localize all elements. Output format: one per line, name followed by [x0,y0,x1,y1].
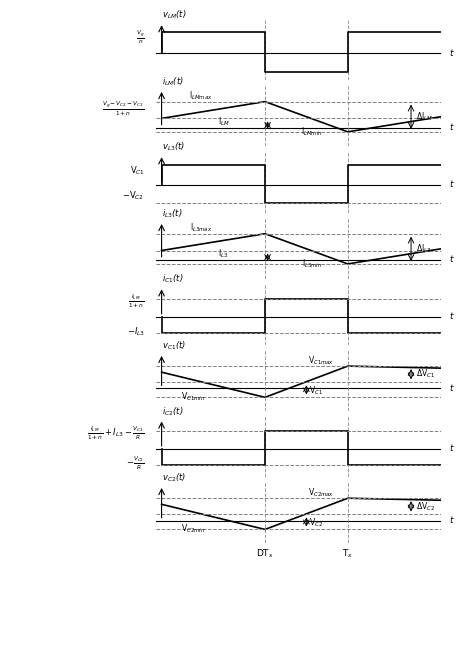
Text: T$_s$: T$_s$ [342,415,353,428]
Text: V$_{C1}$: V$_{C1}$ [309,385,323,397]
Text: DT$_s$: DT$_s$ [256,217,274,230]
Text: i$_{C1}$(t): i$_{C1}$(t) [162,273,183,286]
Text: I$_{LMmin}$: I$_{LMmin}$ [301,126,323,138]
Text: V$_{C1min}$: V$_{C1min}$ [181,390,205,403]
Text: t: t [449,444,453,453]
Text: DT$_s$: DT$_s$ [256,547,274,560]
Text: V$_{C2}$: V$_{C2}$ [309,517,323,529]
Text: T$_s$: T$_s$ [342,481,353,494]
Text: T$_s$: T$_s$ [342,547,353,560]
Text: $-I_{L3}$: $-I_{L3}$ [127,325,145,337]
Text: t: t [449,384,453,393]
Text: DT$_s$: DT$_s$ [256,481,274,494]
Text: T$_s$: T$_s$ [342,283,353,296]
Text: DT$_s$: DT$_s$ [256,283,274,296]
Text: v$_{LM}$(t): v$_{LM}$(t) [162,9,186,22]
Text: t: t [449,516,453,525]
Text: V$_{C2min}$: V$_{C2min}$ [181,523,205,535]
Text: DT$_s$: DT$_s$ [256,151,274,164]
Text: T$_s$: T$_s$ [342,85,353,98]
Text: i$_{C2}$(t): i$_{C2}$(t) [162,405,183,418]
Text: I$_{L3}$: I$_{L3}$ [219,247,229,260]
Text: v$_{C1}$(t): v$_{C1}$(t) [162,339,186,352]
Text: t: t [449,123,453,132]
Text: V$_{C2max}$: V$_{C2max}$ [308,487,334,499]
Text: $\Delta$V$_{C1}$: $\Delta$V$_{C1}$ [416,368,435,381]
Text: DT$_s$: DT$_s$ [256,85,274,98]
Text: v$_{L3}$(t): v$_{L3}$(t) [162,141,185,154]
Text: $-\frac{V_{C2}}{R}$: $-\frac{V_{C2}}{R}$ [126,455,145,472]
Text: $\Delta$I$_{L3}$: $\Delta$I$_{L3}$ [416,243,432,255]
Text: V$_{C1max}$: V$_{C1max}$ [308,354,334,367]
Text: T$_s$: T$_s$ [342,349,353,362]
Text: t: t [449,49,453,58]
Text: v$_{C2}$(t): v$_{C2}$(t) [162,472,186,484]
Text: $\frac{V_g - V_{C2} - V_{C1}}{1+n}$: $\frac{V_g - V_{C2} - V_{C1}}{1+n}$ [102,99,145,118]
Text: $-$V$_{C2}$: $-$V$_{C2}$ [122,189,145,202]
Text: t: t [449,255,453,264]
Text: I$_{L3max}$: I$_{L3max}$ [190,222,212,234]
Text: DT$_s$: DT$_s$ [256,349,274,362]
Text: t: t [449,312,453,321]
Text: $\Delta$V$_{C2}$: $\Delta$V$_{C2}$ [416,500,435,513]
Text: T$_s$: T$_s$ [342,151,353,164]
Text: V$_{C1}$: V$_{C1}$ [129,165,145,177]
Text: T$_s$: T$_s$ [342,217,353,230]
Text: $\frac{I_{LM}}{1+n} + I_{L3} - \frac{V_{C2}}{R}$: $\frac{I_{LM}}{1+n} + I_{L3} - \frac{V_{… [87,424,145,441]
Text: i$_{L3}$(t): i$_{L3}$(t) [162,207,182,220]
Text: i$_{LM}$(t): i$_{LM}$(t) [162,75,183,88]
Text: I$_{L3min}$: I$_{L3min}$ [302,258,322,270]
Text: t: t [449,180,453,189]
Text: DT$_s$: DT$_s$ [256,415,274,428]
Text: $\frac{I_{LM}}{1+n}$: $\frac{I_{LM}}{1+n}$ [128,292,145,309]
Text: $\Delta$I$_{LM}$: $\Delta$I$_{LM}$ [416,111,433,123]
Text: $\frac{V_g}{n}$: $\frac{V_g}{n}$ [136,29,145,46]
Text: I$_{LM}$: I$_{LM}$ [218,115,229,128]
Text: I$_{LMmax}$: I$_{LMmax}$ [189,90,213,102]
